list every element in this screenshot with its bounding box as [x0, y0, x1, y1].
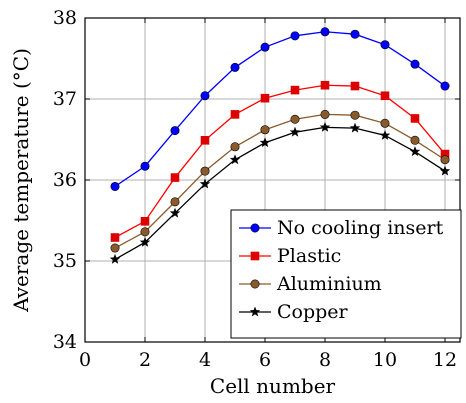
data-point [230, 62, 240, 72]
data-point [229, 154, 241, 165]
legend-item: Plastic [239, 245, 341, 267]
y-tick-label: 35 [53, 250, 77, 272]
data-point [230, 142, 240, 152]
legend: No cooling insert Plastic Aluminium Copper [230, 209, 462, 339]
data-point [109, 253, 121, 264]
series-line [114, 84, 446, 239]
data-point [440, 149, 450, 159]
legend-item: No cooling insert [239, 217, 444, 239]
data-point [290, 31, 300, 41]
y-tick-label: 34 [53, 331, 77, 353]
data-point [170, 173, 180, 182]
data-point [379, 129, 391, 140]
data-point [200, 91, 210, 101]
series-line [114, 113, 446, 249]
data-point [320, 109, 330, 119]
data-point [350, 81, 360, 91]
series-copper [109, 121, 451, 264]
data-point [259, 137, 271, 148]
data-point [320, 27, 330, 37]
legend-item: Aluminium [239, 273, 382, 295]
data-point [350, 110, 360, 120]
data-point [110, 233, 120, 242]
y-tick-label: 37 [53, 88, 77, 110]
data-point [199, 178, 211, 189]
data-point [350, 29, 360, 39]
legend-label: Aluminium [276, 273, 382, 295]
data-point [380, 118, 390, 128]
data-point [380, 40, 390, 50]
data-point [290, 114, 300, 124]
data-point [140, 217, 150, 226]
data-point [409, 146, 421, 157]
legend-marker [250, 279, 260, 289]
data-point [110, 243, 120, 253]
legend-marker [250, 223, 260, 233]
data-point [230, 110, 240, 119]
data-point [440, 81, 450, 91]
data-point [289, 126, 301, 137]
data-point [440, 155, 450, 165]
y-tick-label: 38 [53, 7, 77, 29]
legend-marker [250, 251, 260, 261]
data-point [320, 80, 330, 90]
data-point [410, 114, 420, 123]
legend-label: Copper [277, 301, 349, 323]
series-line [114, 126, 446, 260]
data-point [110, 181, 120, 191]
legend-label: No cooling insert [277, 217, 444, 239]
data-point [260, 93, 270, 103]
legend-label: Plastic [277, 245, 341, 267]
data-point [200, 166, 210, 176]
legend-item: Copper [239, 301, 349, 323]
x-tick-label: 0 [79, 349, 91, 371]
axes: 0 2 4 6 8 10 12 34 35 36 37 38 [53, 7, 461, 371]
data-point [170, 197, 180, 207]
x-tick-label: 6 [259, 349, 271, 371]
data-point [319, 121, 331, 132]
x-tick-label: 10 [373, 349, 397, 371]
series-aluminium [110, 109, 450, 253]
legend-marker [249, 306, 261, 317]
data-point [140, 227, 150, 237]
x-tick-label: 4 [199, 349, 211, 371]
data-point [410, 59, 420, 69]
data-point [260, 42, 270, 52]
x-tick-label: 2 [139, 349, 151, 371]
data-point [169, 207, 181, 218]
series-no-cooling-insert [110, 27, 450, 191]
x-axis-title: Cell number [210, 374, 336, 398]
series-line [114, 31, 446, 188]
data-point [139, 236, 151, 247]
data-point [260, 125, 270, 135]
data-point [140, 161, 150, 171]
x-tick-label: 8 [319, 349, 331, 371]
data-point [380, 91, 390, 101]
data-point [349, 122, 361, 133]
legend-box [230, 209, 462, 339]
data-point [410, 135, 420, 145]
data-point [170, 126, 180, 136]
series-group [109, 27, 451, 264]
data-point [439, 165, 451, 176]
data-point [200, 136, 210, 145]
y-tick-label: 36 [53, 169, 77, 191]
y-axis-title: Average temperature (°C) [9, 48, 33, 313]
data-point [290, 85, 300, 95]
series-plastic [110, 80, 450, 242]
grid [85, 18, 460, 342]
x-tick-label: 12 [433, 349, 457, 371]
